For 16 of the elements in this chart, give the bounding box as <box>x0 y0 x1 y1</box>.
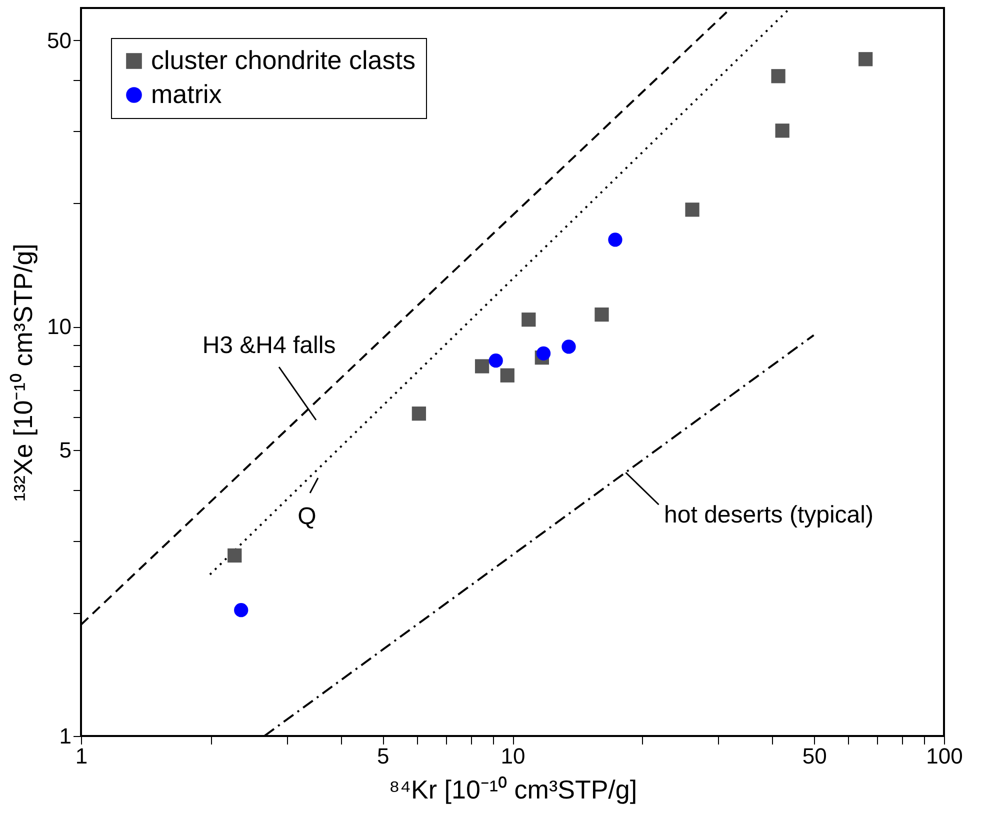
annotation: hot deserts (typical) <box>664 502 874 529</box>
legend-label: matrix <box>151 79 222 109</box>
y-axis-title: ¹³²Xe [10⁻¹⁰ cm³STP/g] <box>8 244 38 502</box>
x-tick-label: 100 <box>926 744 963 768</box>
y-tick-label: 50 <box>47 28 72 53</box>
legend-label: cluster chondrite clasts <box>151 45 416 75</box>
y-tick-label: 5 <box>59 437 72 462</box>
y-tick-label: 1 <box>59 724 72 748</box>
x-tick-label: 1 <box>75 744 88 768</box>
annotation: Q <box>298 503 316 530</box>
annotation: H3 &H4 falls <box>202 332 336 359</box>
x-axis-title: ⁸⁴Kr [10⁻¹⁰ cm³STP/g] <box>388 774 638 804</box>
x-tick-label: 10 <box>500 744 526 768</box>
x-tick-label: 50 <box>802 744 827 768</box>
y-tick-label: 10 <box>47 314 72 340</box>
x-tick-label: 5 <box>376 744 390 768</box>
